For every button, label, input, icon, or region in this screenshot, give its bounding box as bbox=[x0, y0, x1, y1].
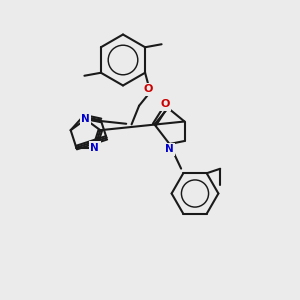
Text: N: N bbox=[90, 142, 99, 153]
Text: N: N bbox=[81, 114, 90, 124]
Text: O: O bbox=[143, 84, 153, 94]
Text: O: O bbox=[160, 99, 170, 110]
Text: N: N bbox=[165, 144, 174, 154]
